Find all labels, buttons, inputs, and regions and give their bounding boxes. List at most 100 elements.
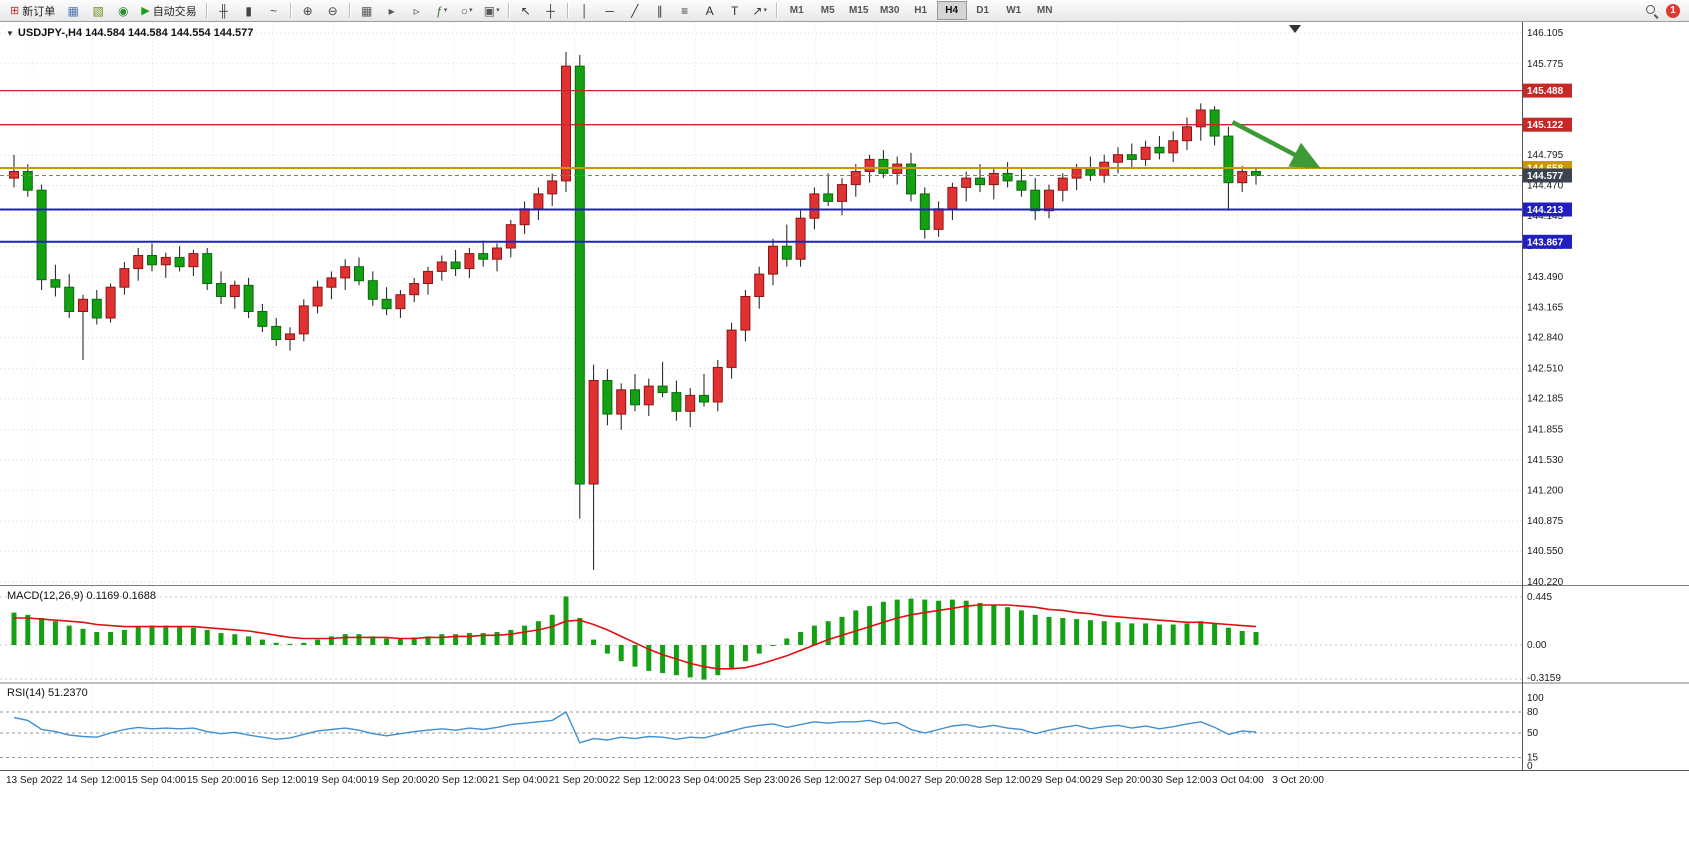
timeframe-m15[interactable]: M15 — [848, 5, 869, 16]
new-order-button-label: 新订单 — [22, 5, 56, 18]
macd-histogram-bar — [742, 645, 748, 662]
toolbar-separator — [775, 3, 778, 18]
timeframe-mn[interactable]: MN — [1036, 5, 1053, 16]
timeframe-m5[interactable]: M5 — [820, 5, 835, 16]
macd-histogram-bar — [342, 634, 348, 645]
new-order-button[interactable]: ⊞ 新订单 — [5, 2, 60, 20]
macd-histogram-bar — [825, 621, 831, 645]
macd-histogram-bar — [66, 625, 72, 645]
macd-histogram-bar — [729, 645, 735, 669]
macd-histogram-bar — [687, 645, 693, 678]
chart-canvas[interactable]: 146.105145.775145.450145.120144.795144.4… — [0, 22, 1689, 851]
text-label-icon[interactable]: T — [731, 3, 739, 18]
candle — [795, 217, 806, 260]
vertical-line-icon[interactable]: │ — [580, 3, 589, 18]
refresh-icon[interactable]: ◉ — [117, 3, 129, 18]
arrows-objects-icon[interactable]: ↗ ▾ — [752, 3, 767, 18]
candle — [754, 273, 765, 298]
candle — [1154, 146, 1165, 154]
notification-badge[interactable]: 1 — [1666, 3, 1680, 18]
auto-scroll-icon[interactable]: ▸ — [388, 3, 395, 18]
candle — [367, 280, 378, 300]
search-icon[interactable] — [1645, 4, 1658, 17]
charts-window-icon[interactable]: ▦ — [67, 3, 79, 18]
macd-histogram-bar — [991, 605, 997, 645]
rsi-line — [13, 710, 1257, 744]
macd-histogram-bar — [480, 633, 486, 645]
candle — [1016, 180, 1027, 191]
auto-trading-button[interactable]: ▶ 自动交易 — [136, 2, 201, 20]
macd-histogram-bar — [1087, 620, 1093, 645]
price-axis-label: 144.470 — [1527, 181, 1564, 192]
candle — [1237, 171, 1248, 184]
equidistant-channel-icon[interactable]: ∥ — [656, 3, 663, 18]
periods-icon[interactable]: ○ ▾ — [460, 3, 473, 18]
macd-axis-label: 0.00 — [1527, 640, 1547, 651]
timeframe-d1[interactable]: D1 — [976, 5, 990, 16]
macd-axis-label: 0.445 — [1527, 592, 1552, 603]
timeframe-h1[interactable]: H1 — [914, 5, 928, 16]
candle — [630, 389, 640, 406]
candle — [464, 253, 475, 270]
price-tag: 145.488 — [1523, 83, 1572, 98]
fibonacci-icon[interactable]: ≡ — [681, 3, 689, 18]
macd-histogram-bar — [853, 610, 859, 645]
trend-arrow[interactable] — [1231, 120, 1321, 169]
trendline-icon[interactable]: ╱ — [631, 3, 639, 18]
candle — [1195, 109, 1206, 128]
macd-axis-label: -0.3159 — [1527, 673, 1561, 684]
macd-histogram-bar — [177, 626, 183, 645]
time-axis-label: 25 Sep 23:00 — [730, 775, 790, 786]
macd-histogram-bar — [646, 645, 652, 671]
candle — [919, 193, 930, 230]
tile-windows-icon[interactable]: ▦ — [361, 3, 373, 18]
chart-shift-icon[interactable]: ▹ — [413, 3, 420, 18]
cursor-icon[interactable]: ↖ — [520, 3, 531, 18]
line-chart-icon[interactable]: ~ — [270, 3, 278, 18]
macd-histogram-bar — [384, 638, 390, 645]
candle — [823, 193, 834, 202]
price-tag: 144.213 — [1523, 202, 1572, 217]
candle — [188, 253, 199, 268]
chart-shift-marker[interactable] — [1289, 25, 1301, 33]
profiles-icon[interactable]: ▧ — [92, 3, 104, 18]
candle — [809, 193, 820, 219]
rsi-axis-label: 0 — [1527, 761, 1533, 772]
macd-histogram-bar — [949, 599, 955, 645]
candle — [285, 333, 295, 340]
candle — [1126, 154, 1137, 160]
candle — [519, 208, 530, 226]
candle — [160, 256, 171, 266]
toolbar-buttons: ⊞ 新订单 ▦ ▧ ◉ ▶ 自动交易 ╫ ▮ ~ ⊕ ⊖ ▦ ▸ ▹ ƒ ▾ ○ ▾ ▣ ▾ ↖ ┼ │ ─ ╱ ∥ ≡ A T ↗ ▾ M1 M… — [5, 1, 1060, 21]
time-axis-label: 15 Sep 20:00 — [187, 775, 247, 786]
zoom-out-icon[interactable]: ⊖ — [327, 3, 338, 18]
candlestick-chart-icon[interactable]: ▮ — [245, 3, 252, 18]
price-axis-label: 141.200 — [1527, 486, 1564, 497]
macd-histogram-bar — [1156, 624, 1162, 645]
svg-text:145.488: 145.488 — [1527, 86, 1564, 97]
candle — [216, 283, 226, 297]
collapse-arrow-icon[interactable]: ▼ — [6, 28, 14, 38]
macd-histogram-bar — [1170, 624, 1176, 645]
timeframe-h4[interactable]: H4 — [936, 1, 967, 20]
macd-histogram-bar — [963, 600, 969, 645]
timeframe-m1[interactable]: M1 — [789, 5, 804, 16]
macd-histogram-bar — [1198, 621, 1204, 645]
macd-histogram-bar — [25, 614, 31, 645]
text-icon[interactable]: A — [705, 3, 714, 18]
candle — [574, 65, 585, 485]
macd-histogram-bar — [522, 625, 528, 645]
bar-chart-icon[interactable]: ╫ — [219, 3, 228, 18]
horizontal-line-icon[interactable]: ─ — [605, 3, 614, 18]
timeframe-w1[interactable]: W1 — [1006, 5, 1022, 16]
crosshair-icon[interactable]: ┼ — [546, 3, 555, 18]
timeframe-m30[interactable]: M30 — [879, 5, 900, 16]
macd-histogram-bar — [328, 636, 334, 645]
svg-text:145.122: 145.122 — [1527, 120, 1564, 131]
price-axis-label: 142.510 — [1527, 363, 1564, 374]
templates-icon[interactable]: ▣ ▾ — [483, 3, 500, 18]
macd-histogram-bar — [163, 625, 169, 645]
candle — [864, 158, 875, 172]
indicators-icon[interactable]: ƒ ▾ — [436, 3, 448, 18]
zoom-in-icon[interactable]: ⊕ — [302, 3, 313, 18]
